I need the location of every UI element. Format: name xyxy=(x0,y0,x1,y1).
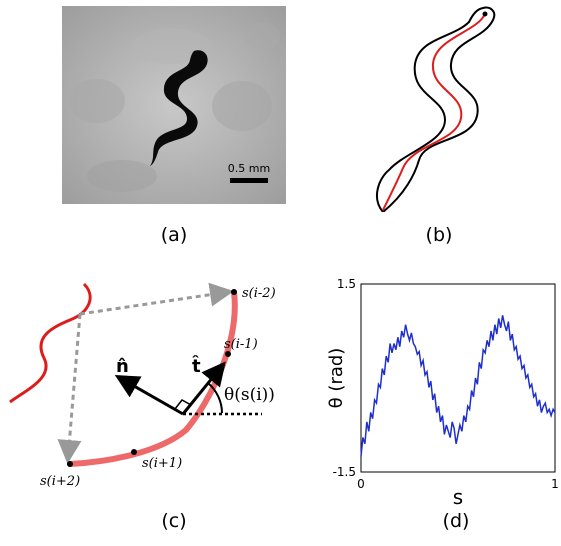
point-i-minus-2 xyxy=(231,289,237,295)
zoom-arrow-down xyxy=(57,313,82,464)
angle-arc xyxy=(207,382,223,414)
caption-c: (c) xyxy=(161,510,187,532)
scale-label: 0.5 mm xyxy=(228,162,270,175)
caption-b: (b) xyxy=(425,224,453,246)
label-t-hat: t̂ xyxy=(192,356,201,377)
label-s-i-plus-2: s(i+2) xyxy=(40,474,80,489)
label-s-i-minus-1: s(i-1) xyxy=(224,337,258,352)
worm-outline xyxy=(375,6,496,214)
label-n-hat: n̂ xyxy=(116,356,129,377)
xtick-left: 0 xyxy=(357,477,365,491)
ytick-bottom: -1.5 xyxy=(333,465,356,479)
zoom-arrow-right xyxy=(79,282,234,316)
worm-photo: 0.5 mm xyxy=(62,6,286,204)
x-axis-label: s xyxy=(453,485,463,508)
panel-b xyxy=(365,2,515,214)
head-dot xyxy=(482,11,488,17)
panel-c: s(i-2) s(i-1) s(i+1) s(i+2) n̂ t̂ θ(s(i)… xyxy=(0,272,290,502)
label-s-i-minus-2: s(i-2) xyxy=(242,286,276,301)
point-i-plus-1 xyxy=(131,449,137,455)
caption-a: (a) xyxy=(160,224,188,246)
panel-d: 1.5 -1.5 0 1 s θ (rad) xyxy=(300,272,561,509)
point-i-minus-1 xyxy=(225,351,231,357)
xtick-right: 1 xyxy=(551,477,559,491)
scale-bar xyxy=(230,178,268,183)
point-i-plus-2 xyxy=(67,461,73,467)
worm-centerline xyxy=(382,13,486,211)
right-angle-marker xyxy=(174,399,193,415)
panel-a: 0.5 mm xyxy=(62,6,286,204)
label-s-i-plus-1: s(i+1) xyxy=(142,456,182,471)
caption-d: (d) xyxy=(442,510,470,532)
worm-silhouette xyxy=(150,50,208,166)
worm-body-outline xyxy=(375,6,496,214)
arc-segment xyxy=(67,289,238,467)
ytick-top: 1.5 xyxy=(337,277,356,291)
normal-vector xyxy=(114,375,184,416)
series-line-0 xyxy=(360,315,556,457)
theta-vs-s-chart: 1.5 -1.5 0 1 s θ (rad) xyxy=(326,277,559,509)
y-axis-label: θ (rad) xyxy=(326,348,347,409)
plot-frame xyxy=(360,283,556,473)
tangent-diagram: s(i-2) s(i-1) s(i+1) s(i+2) n̂ t̂ θ(s(i)… xyxy=(9,282,276,489)
small-worm-curve xyxy=(9,282,92,404)
label-theta: θ(s(i)) xyxy=(224,385,275,405)
